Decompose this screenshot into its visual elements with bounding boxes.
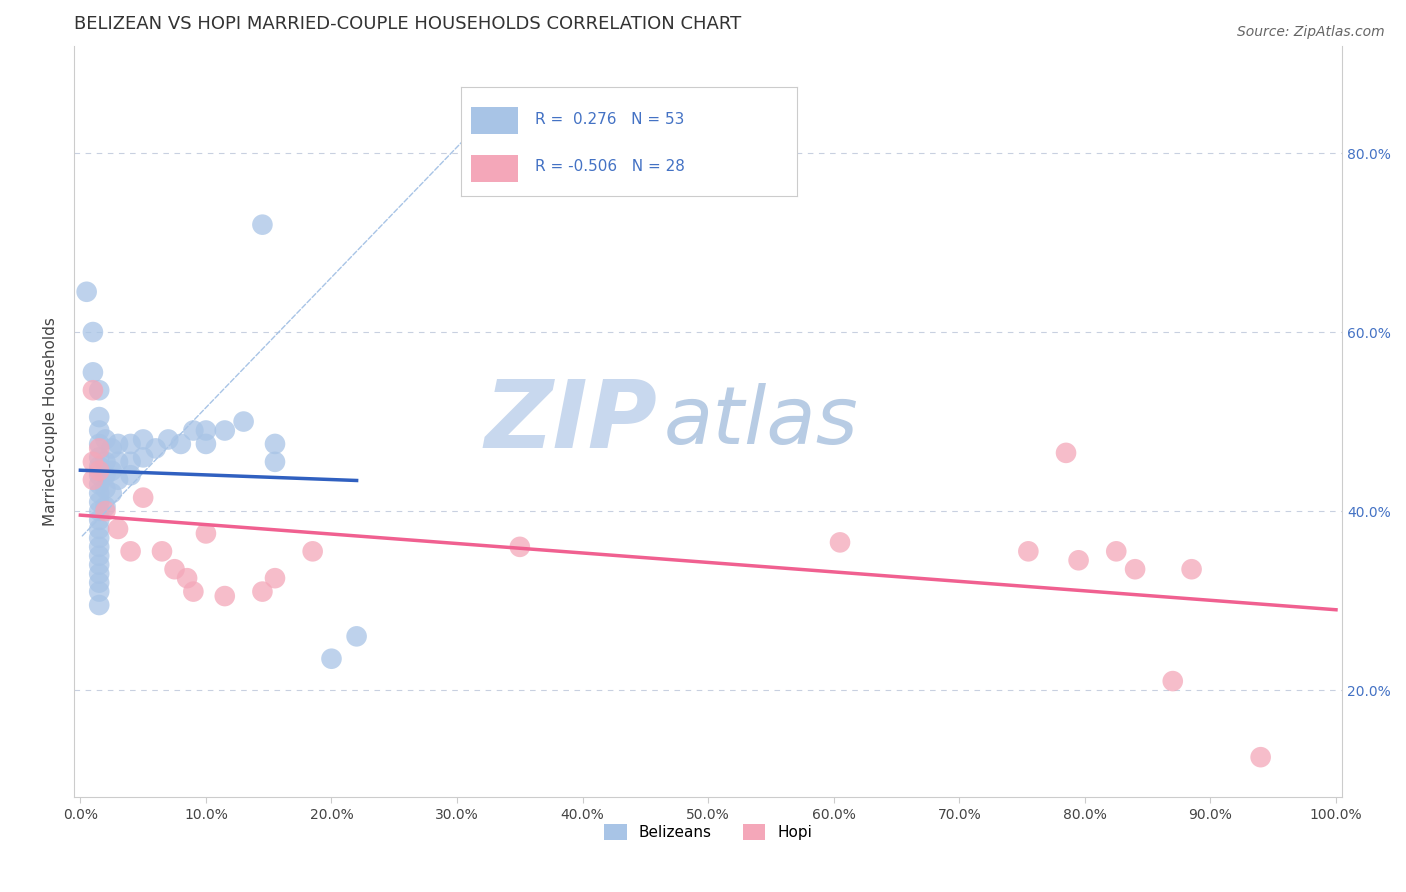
- Point: [89, 464, 111, 478]
- Point: [94, 433, 117, 447]
- Point: [1161, 674, 1184, 689]
- Point: [301, 544, 323, 558]
- Point: [107, 522, 129, 536]
- Point: [89, 442, 111, 456]
- Point: [89, 540, 111, 554]
- Point: [100, 464, 122, 478]
- Point: [107, 455, 129, 469]
- Point: [89, 549, 111, 563]
- Point: [82, 473, 104, 487]
- Point: [94, 500, 117, 514]
- Point: [89, 513, 111, 527]
- Point: [1123, 562, 1146, 576]
- Point: [82, 365, 104, 379]
- Point: [163, 562, 186, 576]
- Point: [89, 495, 111, 509]
- Point: [82, 455, 104, 469]
- Point: [89, 486, 111, 500]
- Point: [194, 424, 217, 438]
- Point: [232, 415, 254, 429]
- Text: Source: ZipAtlas.com: Source: ZipAtlas.com: [1237, 25, 1385, 39]
- Point: [264, 455, 287, 469]
- Point: [145, 442, 167, 456]
- Point: [89, 575, 111, 590]
- Point: [176, 571, 198, 585]
- Y-axis label: Married-couple Households: Married-couple Households: [44, 318, 58, 526]
- Point: [1054, 446, 1077, 460]
- Point: [89, 584, 111, 599]
- Point: [89, 531, 111, 545]
- Point: [828, 535, 851, 549]
- Point: [346, 629, 368, 643]
- Point: [132, 491, 155, 505]
- Point: [100, 442, 122, 456]
- Point: [76, 285, 98, 299]
- Point: [1067, 553, 1090, 567]
- Point: [264, 437, 287, 451]
- Point: [170, 437, 193, 451]
- Point: [1250, 750, 1272, 764]
- Point: [89, 424, 111, 438]
- Point: [107, 473, 129, 487]
- Point: [89, 450, 111, 465]
- Text: BELIZEAN VS HOPI MARRIED-COUPLE HOUSEHOLDS CORRELATION CHART: BELIZEAN VS HOPI MARRIED-COUPLE HOUSEHOL…: [75, 15, 741, 33]
- Point: [94, 504, 117, 518]
- Point: [107, 437, 129, 451]
- Point: [321, 651, 343, 665]
- Point: [1105, 544, 1128, 558]
- Point: [89, 383, 111, 397]
- Point: [82, 383, 104, 397]
- Point: [120, 544, 142, 558]
- Point: [89, 522, 111, 536]
- Point: [120, 468, 142, 483]
- Point: [1181, 562, 1204, 576]
- Point: [89, 558, 111, 572]
- Point: [252, 584, 274, 599]
- Point: [89, 598, 111, 612]
- Point: [94, 455, 117, 469]
- Point: [89, 468, 111, 483]
- Point: [89, 459, 111, 474]
- Point: [89, 566, 111, 581]
- Legend: Belizeans, Hopi: Belizeans, Hopi: [598, 818, 818, 847]
- Point: [150, 544, 173, 558]
- Point: [264, 571, 287, 585]
- Point: [132, 450, 155, 465]
- Point: [252, 218, 274, 232]
- Point: [194, 526, 217, 541]
- Point: [89, 504, 111, 518]
- Point: [132, 433, 155, 447]
- Text: atlas: atlas: [664, 383, 859, 460]
- Point: [100, 486, 122, 500]
- Point: [1017, 544, 1039, 558]
- Point: [183, 584, 205, 599]
- Point: [94, 468, 117, 483]
- Point: [214, 424, 236, 438]
- Point: [509, 540, 531, 554]
- Point: [89, 410, 111, 425]
- Point: [89, 437, 111, 451]
- Point: [214, 589, 236, 603]
- Point: [120, 455, 142, 469]
- Point: [157, 433, 180, 447]
- Point: [183, 424, 205, 438]
- Point: [89, 477, 111, 491]
- Point: [120, 437, 142, 451]
- Text: ZIP: ZIP: [485, 376, 658, 467]
- Point: [194, 437, 217, 451]
- Point: [82, 325, 104, 339]
- Point: [94, 482, 117, 496]
